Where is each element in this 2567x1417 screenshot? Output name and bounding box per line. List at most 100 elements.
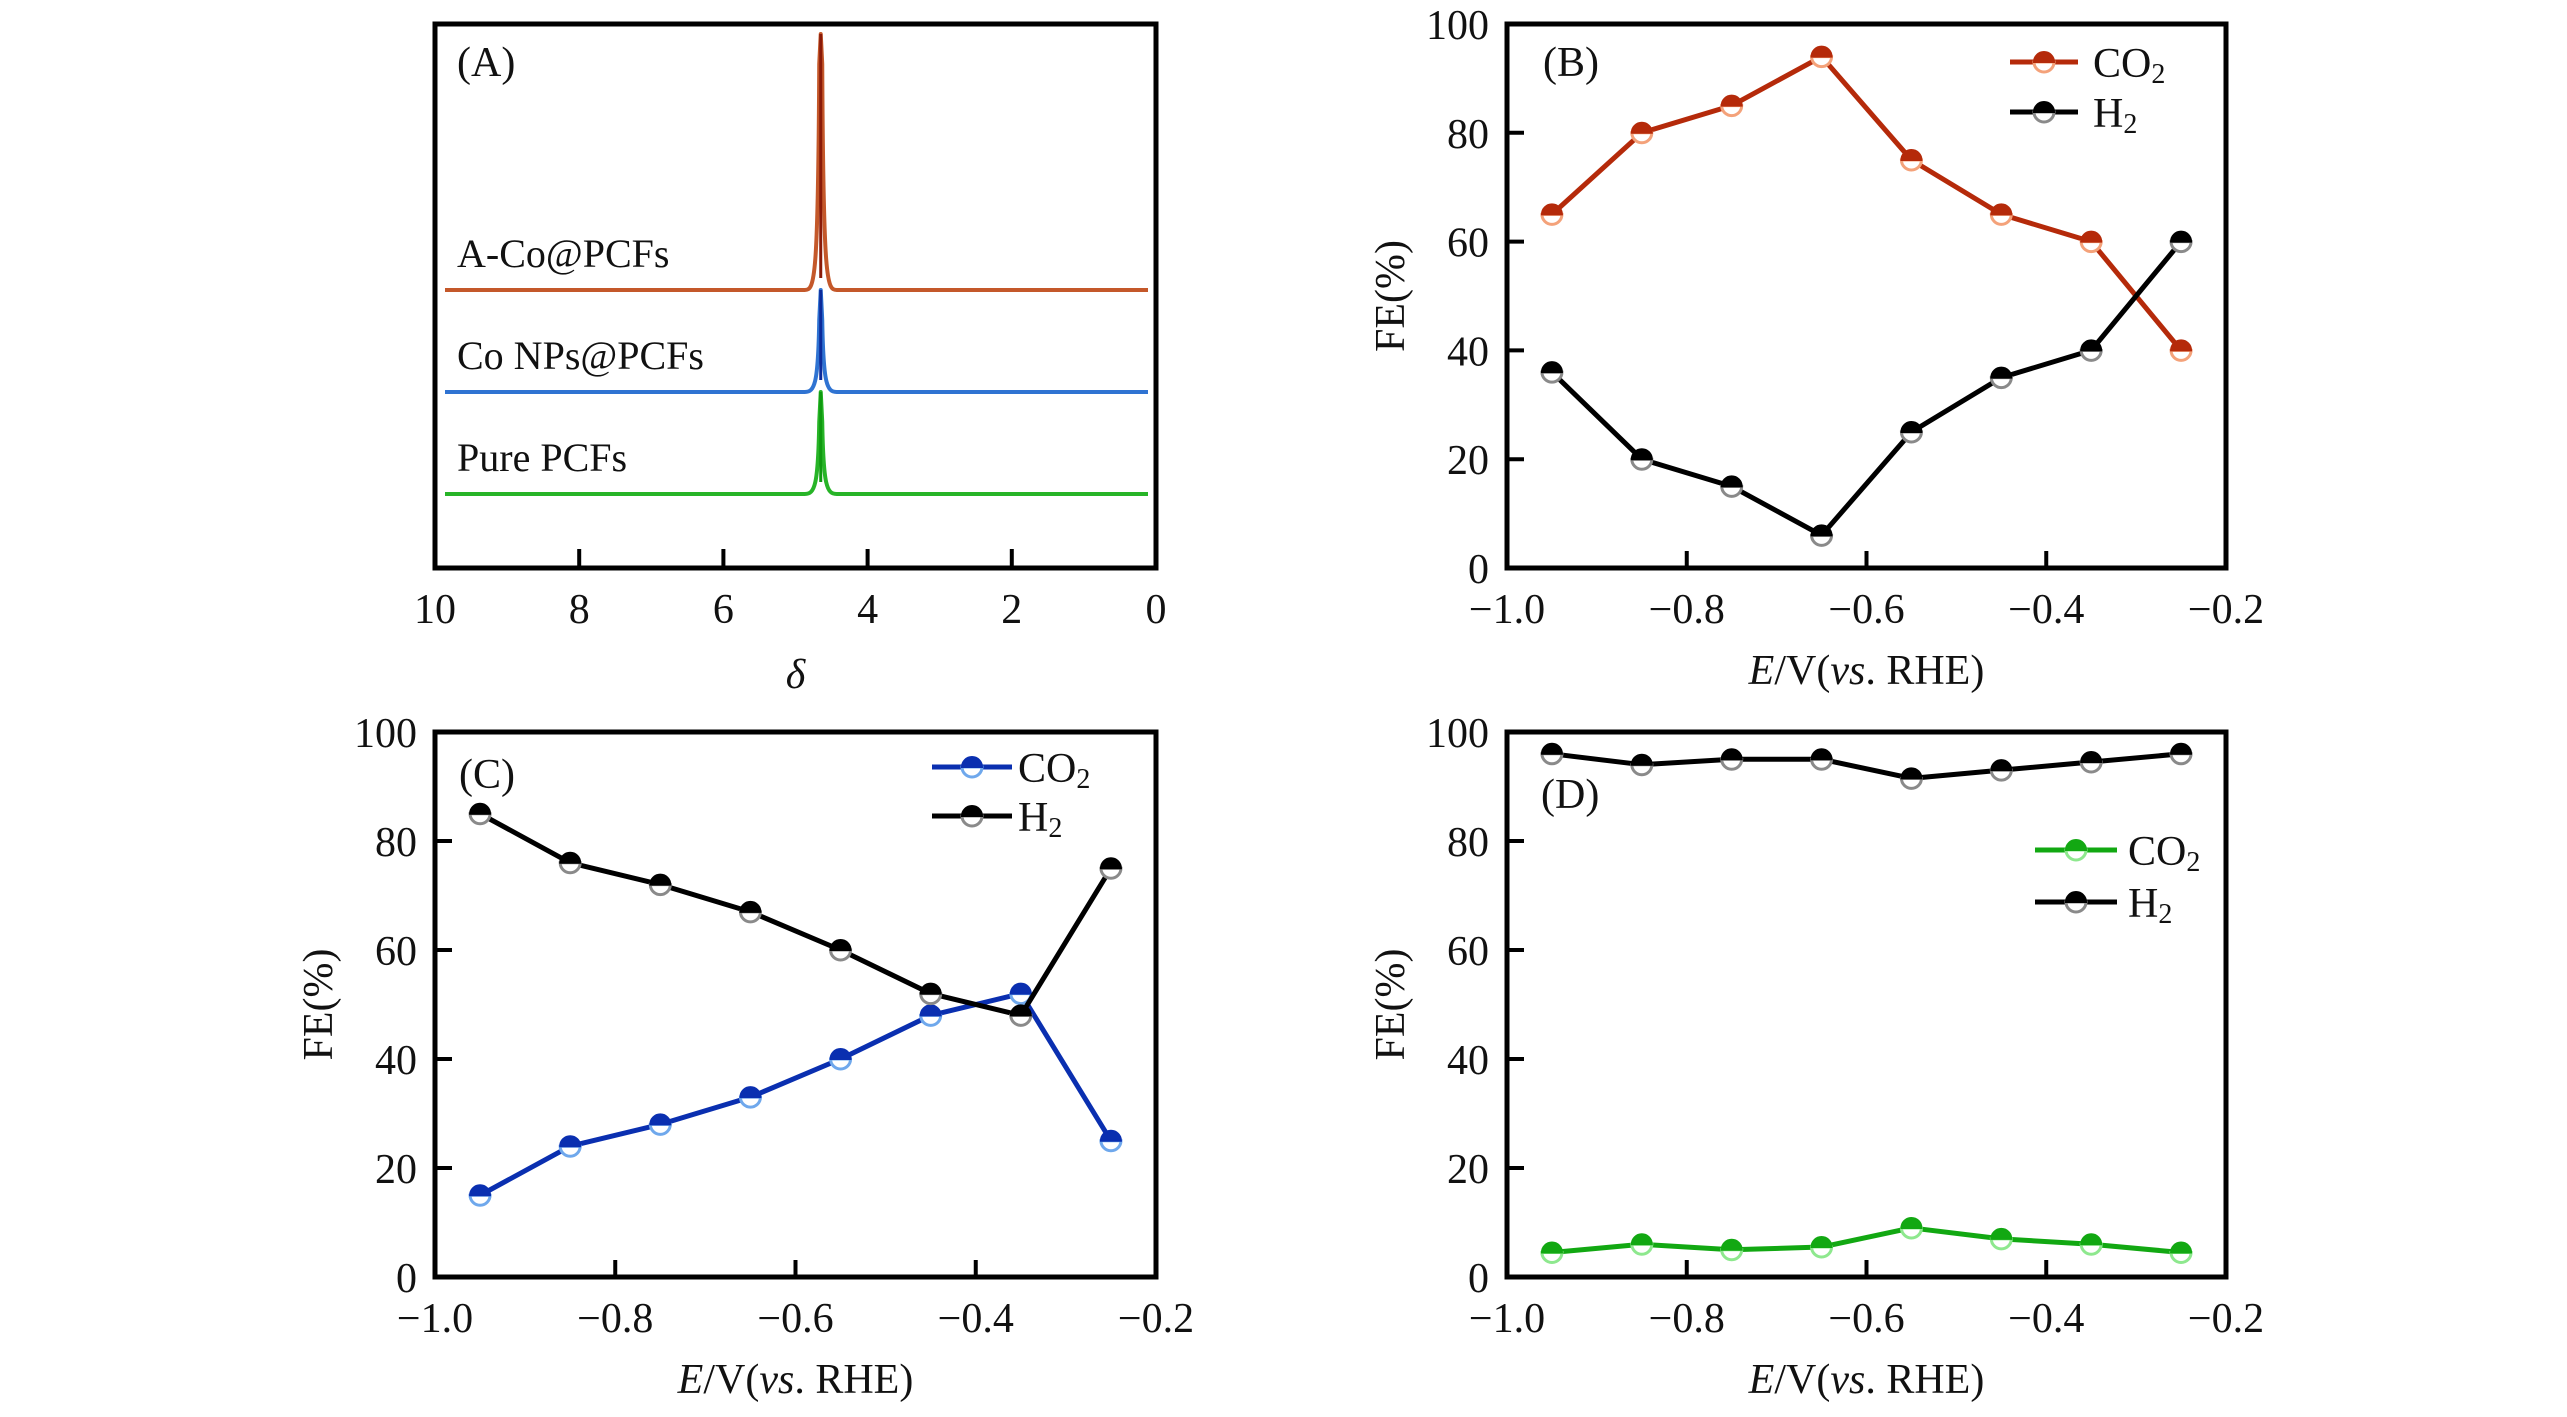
marker-lower-half <box>558 1144 582 1158</box>
y-tick-label: 100 <box>1426 3 1489 49</box>
panel-a-nmr-spectra: 10 8 6 4 2 0 δ Pure PCFs Co NPs@PCFs A-Co@PCFs (A) <box>414 21 1167 698</box>
marker-upper-half <box>1990 366 2013 379</box>
marker-lower-half <box>1989 212 2013 226</box>
series-line <box>478 811 1114 1018</box>
series-h2 <box>1540 742 2193 790</box>
y-tick-label: 40 <box>375 1038 417 1084</box>
marker-upper-half <box>1990 203 2013 216</box>
data-point <box>829 1048 853 1071</box>
legend-label-subscript: 2 <box>1048 813 1062 844</box>
legend-item: H2 <box>2035 881 2172 930</box>
data-point <box>558 1135 582 1158</box>
marker-upper-half <box>1009 1004 1032 1017</box>
data-point <box>1989 366 2013 390</box>
spectrum-label: Co NPs@PCFs <box>457 333 704 378</box>
marker-upper-half <box>1540 742 1563 755</box>
marker-lower-half <box>1630 763 1654 777</box>
marker-lower-half <box>2064 900 2088 914</box>
legend-label-main: H <box>1018 795 1048 841</box>
marker-lower-half <box>2169 348 2193 362</box>
marker-lower-half <box>1899 158 1923 172</box>
y-tick-label: 20 <box>375 1147 417 1193</box>
legend-label: CO2 <box>2128 829 2200 878</box>
marker-lower-half <box>2079 240 2103 254</box>
data-point <box>2079 1233 2103 1256</box>
legend-item: H2 <box>932 795 1062 844</box>
legend-label: CO2 <box>2093 41 2165 90</box>
y-tick-label: 80 <box>1447 112 1489 158</box>
marker-upper-half <box>1810 45 1833 58</box>
panel-label: (D) <box>1541 772 1599 818</box>
legend-item: CO2 <box>2010 41 2165 90</box>
y-tick-label: 60 <box>1447 929 1489 975</box>
x-tick-label: −0.6 <box>1828 1296 1904 1342</box>
series-line <box>1551 751 2182 781</box>
marker-upper-half <box>1810 524 1833 537</box>
data-point <box>1720 475 1744 498</box>
data-point <box>1630 753 1654 777</box>
marker-upper-half <box>1720 748 1743 761</box>
data-point <box>738 900 762 924</box>
marker-upper-half <box>469 1184 492 1197</box>
marker-upper-half <box>2170 1241 2193 1254</box>
data-point <box>1720 748 1744 771</box>
data-point <box>468 1184 492 1207</box>
marker-lower-half <box>738 910 762 924</box>
data-point <box>1630 121 1654 145</box>
marker-upper-half <box>1900 767 1923 780</box>
marker-upper-half <box>2170 339 2193 352</box>
marker-upper-half <box>2170 742 2193 755</box>
marker-upper-half <box>739 1086 762 1099</box>
x-axis-title-vs: vs <box>759 1357 794 1403</box>
x-tick-label: −0.6 <box>1828 587 1904 633</box>
x-axis-title-unit: /V( <box>1774 1357 1830 1403</box>
marker-lower-half <box>468 812 492 826</box>
marker-lower-half <box>1720 1248 1744 1262</box>
marker-upper-half <box>829 939 852 951</box>
x-axis-title-ref: . RHE) <box>1865 648 1984 694</box>
legend-label: H2 <box>1018 795 1062 844</box>
legend-label-main: H <box>2128 881 2158 927</box>
y-tick-label: 40 <box>1447 1038 1489 1084</box>
marker-lower-half <box>1540 1250 1564 1264</box>
marker-lower-half <box>1540 752 1564 766</box>
legend-item: CO2 <box>2035 829 2200 878</box>
data-point <box>2169 230 2193 254</box>
x-tick-label: −0.2 <box>2188 1296 2264 1342</box>
legend-label-main: CO <box>2128 829 2186 875</box>
marker-lower-half <box>829 948 853 962</box>
marker-lower-half <box>1810 1245 1834 1259</box>
marker-lower-half <box>2032 60 2056 74</box>
data-point <box>829 939 853 962</box>
marker-lower-half <box>648 1122 672 1136</box>
marker-upper-half <box>1720 475 1743 488</box>
series-line <box>1551 1225 2182 1255</box>
data-point <box>468 802 492 826</box>
spectrum-co-nps-pcfs: Co NPs@PCFs <box>445 288 1148 394</box>
marker-lower-half <box>919 1013 943 1027</box>
x-axis-title-ref: . RHE) <box>1865 1357 1984 1403</box>
x-tick-label: −0.8 <box>1649 1296 1725 1342</box>
y-tick-label: 80 <box>1447 820 1489 866</box>
marker-lower-half <box>2079 1242 2103 1256</box>
data-point <box>1540 1241 1564 1264</box>
marker-lower-half <box>1630 1242 1654 1256</box>
marker-lower-half <box>1540 370 1564 384</box>
data-point <box>1009 1004 1033 1027</box>
x-tick-label: −0.2 <box>1118 1296 1194 1342</box>
y-axis-title: FE(%) <box>1368 240 1414 352</box>
marker-lower-half <box>1630 457 1654 471</box>
x-tick-label: −0.8 <box>577 1296 653 1342</box>
legend-label-subscript: 2 <box>2151 59 2165 90</box>
marker-lower-half <box>1810 533 1834 547</box>
y-tick-label: 60 <box>1447 221 1489 267</box>
marker-lower-half <box>468 1193 492 1207</box>
legend-label-subscript: 2 <box>2123 109 2137 140</box>
marker-upper-half <box>960 805 984 817</box>
marker-upper-half <box>829 1048 852 1060</box>
marker-upper-half <box>739 900 762 913</box>
marker-lower-half <box>1720 484 1744 498</box>
data-point <box>1099 857 1123 880</box>
data-point <box>1099 1129 1123 1153</box>
